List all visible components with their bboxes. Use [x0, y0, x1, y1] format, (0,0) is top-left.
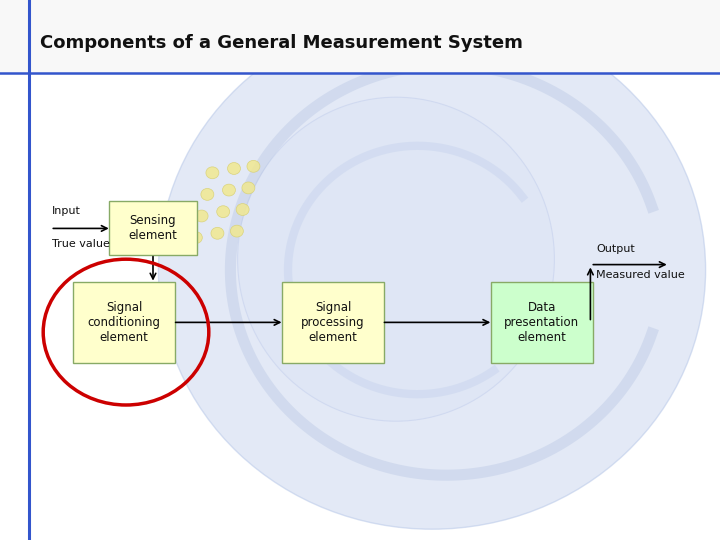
- FancyBboxPatch shape: [73, 282, 175, 363]
- Ellipse shape: [228, 163, 240, 174]
- Text: Measured value: Measured value: [596, 270, 685, 280]
- Ellipse shape: [222, 184, 235, 196]
- Text: Components of a General Measurement System: Components of a General Measurement Syst…: [40, 34, 523, 52]
- Ellipse shape: [195, 210, 208, 222]
- Ellipse shape: [211, 227, 224, 239]
- Ellipse shape: [189, 232, 202, 244]
- FancyBboxPatch shape: [282, 282, 384, 363]
- Ellipse shape: [206, 167, 219, 179]
- Bar: [0, 0, 720, 73]
- Ellipse shape: [201, 188, 214, 200]
- Text: Input: Input: [52, 206, 81, 216]
- Ellipse shape: [217, 206, 230, 218]
- Ellipse shape: [236, 204, 249, 215]
- Text: Signal
processing
element: Signal processing element: [301, 301, 365, 344]
- Ellipse shape: [242, 182, 255, 194]
- Text: Output: Output: [596, 244, 635, 254]
- Text: Sensing
element: Sensing element: [129, 214, 177, 242]
- Ellipse shape: [238, 97, 554, 421]
- Text: Signal
conditioning
element: Signal conditioning element: [88, 301, 161, 344]
- Text: True value: True value: [52, 239, 109, 249]
- Ellipse shape: [247, 160, 260, 172]
- FancyBboxPatch shape: [491, 282, 593, 363]
- Ellipse shape: [158, 11, 706, 529]
- Text: Data
presentation
element: Data presentation element: [504, 301, 580, 344]
- Ellipse shape: [230, 225, 243, 237]
- FancyBboxPatch shape: [109, 201, 197, 255]
